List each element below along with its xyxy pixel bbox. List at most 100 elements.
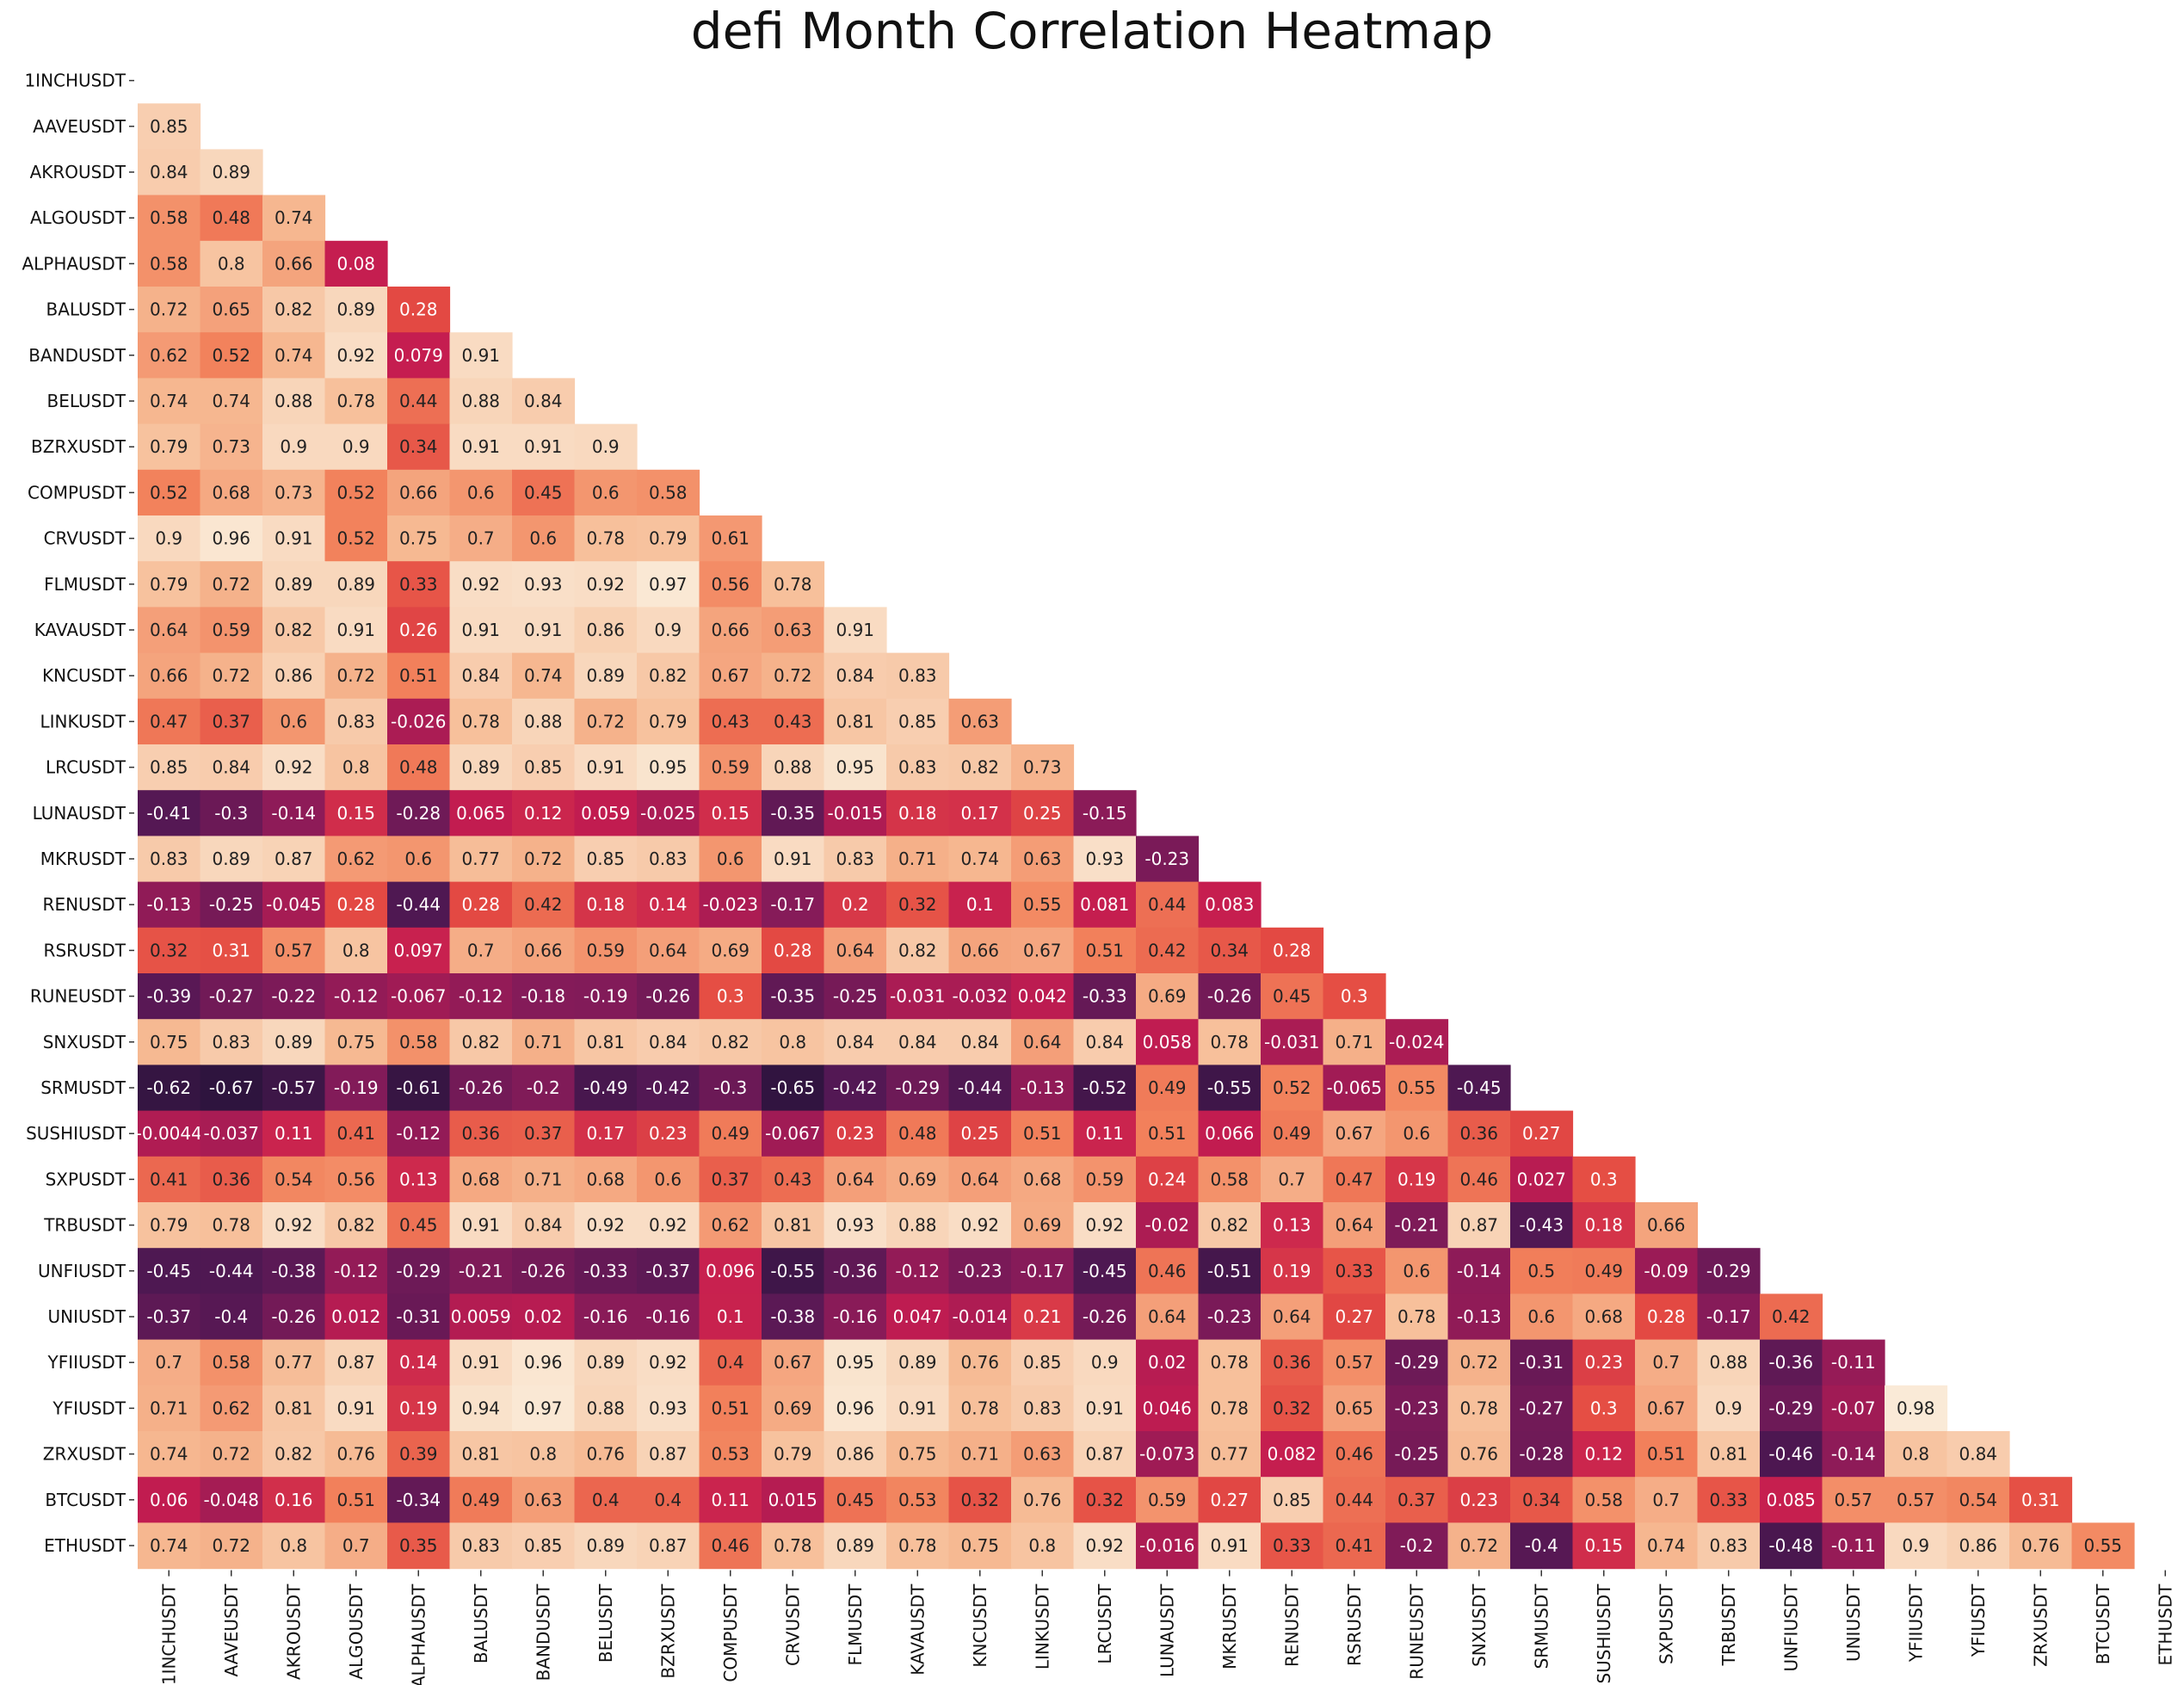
heatmap-cell [1447,1065,1511,1112]
cell-value-label: -0.14 [271,803,316,824]
y-tick-label: LUNAUSDT [33,803,126,824]
heatmap-cell [324,1019,388,1065]
heatmap-cell [449,1477,513,1523]
cell-value-label: 0.7 [1278,1169,1305,1189]
heatmap-cell [1385,1202,1449,1249]
heatmap-cell [1510,1339,1574,1386]
heatmap-cell [699,1110,762,1157]
cell-value-label: 0.78 [586,528,625,549]
heatmap-cell [200,1156,263,1203]
cell-value-label: 0.27 [1335,1306,1373,1327]
heatmap-cell [762,881,825,929]
heatmap-cell [138,652,201,700]
cell-value-label: 0.63 [524,1490,563,1510]
x-tick-label: BALUSDT [471,1583,491,1663]
heatmap-cell [1261,1477,1324,1523]
heatmap-cell [1385,1110,1449,1157]
heatmap-cell [324,561,388,608]
cell-value-label: 0.32 [1273,1398,1311,1418]
cell-value-label: 0.78 [774,1535,812,1556]
cell-value-label: 0.32 [898,894,937,915]
heatmap-cell [1323,1019,1386,1065]
cell-value-label: 0.9 [592,436,620,457]
heatmap-cell [1073,1339,1137,1386]
heatmap-cell [762,1431,825,1478]
cell-value-label: -0.17 [1020,1261,1064,1281]
cell-value-label: 0.91 [275,528,313,549]
heatmap-cell [1323,1202,1386,1249]
heatmap-cell [637,607,700,654]
heatmap-cell [574,973,638,1020]
y-tick-label: SUSHIUSDT [26,1123,126,1144]
cell-value-label: 0.097 [394,940,443,960]
heatmap-cell [324,240,388,287]
heatmap-cell [387,973,451,1020]
cell-value-label: 0.66 [711,620,750,640]
heatmap-cell [200,973,263,1020]
heatmap-cell [387,1248,451,1294]
heatmap-cell [1760,1385,1823,1432]
cell-value-label: 0.87 [649,1535,688,1556]
cell-value-label: 0.79 [649,528,688,549]
heatmap-cell [574,607,638,654]
cell-value-label: 0.0059 [451,1306,511,1327]
heatmap-cell [1261,1110,1324,1157]
cell-value-label: 0.75 [399,528,438,549]
y-tick-label: SRMUSDT [40,1077,126,1098]
heatmap-cell [512,423,576,471]
heatmap-cell [138,790,201,836]
cell-value-label: -0.26 [271,1306,316,1327]
x-tick-label: AKROUSDT [283,1583,304,1680]
cell-value-label: 0.83 [336,711,375,731]
heatmap-cell [512,1156,576,1203]
cell-value-label: -0.037 [204,1123,259,1144]
heatmap-cell [138,378,201,425]
cell-value-label: 0.37 [711,1169,750,1189]
cell-value-label: 0.82 [711,1032,750,1052]
heatmap-cell [574,561,638,608]
heatmap-cell [948,1110,1012,1157]
cell-value-label: 0.71 [898,849,937,869]
heatmap-cell [574,1477,638,1523]
heatmap-cell [387,1065,451,1112]
heatmap-cell [324,744,388,791]
cell-value-label: 0.25 [960,1123,999,1144]
cell-value-label: 0.92 [1085,1535,1124,1556]
x-tick-label: 1INCHUSDT [158,1583,179,1685]
heatmap-cell [449,607,513,654]
cell-value-label: 0.6 [467,482,495,503]
x-tick-label: ZRXUSDT [2030,1583,2051,1667]
heatmap-cell [637,1110,700,1157]
cell-value-label: 0.28 [336,894,375,915]
heatmap-cell [262,287,326,333]
heatmap-cell [1385,1339,1449,1386]
chart-title: defi Month Correlation Heatmap [690,2,1494,60]
heatmap-cell [324,1293,388,1341]
heatmap-cell [324,973,388,1020]
cell-value-label: 0.89 [586,665,625,686]
cell-value-label: 0.82 [336,1215,375,1236]
heatmap-cell [886,698,950,745]
heatmap-cell [1572,1202,1636,1249]
heatmap-cell [1011,836,1075,883]
heatmap-cell [1136,1248,1200,1294]
cell-value-label: -0.22 [271,986,316,1007]
heatmap-cell [138,698,201,745]
heatmap-cell [1261,1156,1324,1203]
cell-value-label: 0.62 [336,849,375,869]
cell-value-label: -0.29 [396,1261,441,1281]
heatmap-cell [387,1156,451,1203]
heatmap-cell [1572,1156,1636,1203]
heatmap-cell [886,881,950,929]
cell-value-label: 0.97 [524,1398,563,1418]
heatmap-cell [387,515,451,562]
x-tick-label: RENUSDT [1281,1583,1302,1667]
cell-value-label: 0.89 [275,574,313,595]
cell-value-label: 0.6 [1403,1261,1430,1281]
cell-value-label: 0.54 [275,1169,313,1189]
cell-value-label: -0.41 [146,803,191,824]
cell-value-label: 0.58 [150,207,188,228]
cell-value-label: 0.44 [1148,894,1187,915]
cell-value-label: 0.12 [1584,1444,1623,1465]
heatmap-cell [262,1110,326,1157]
